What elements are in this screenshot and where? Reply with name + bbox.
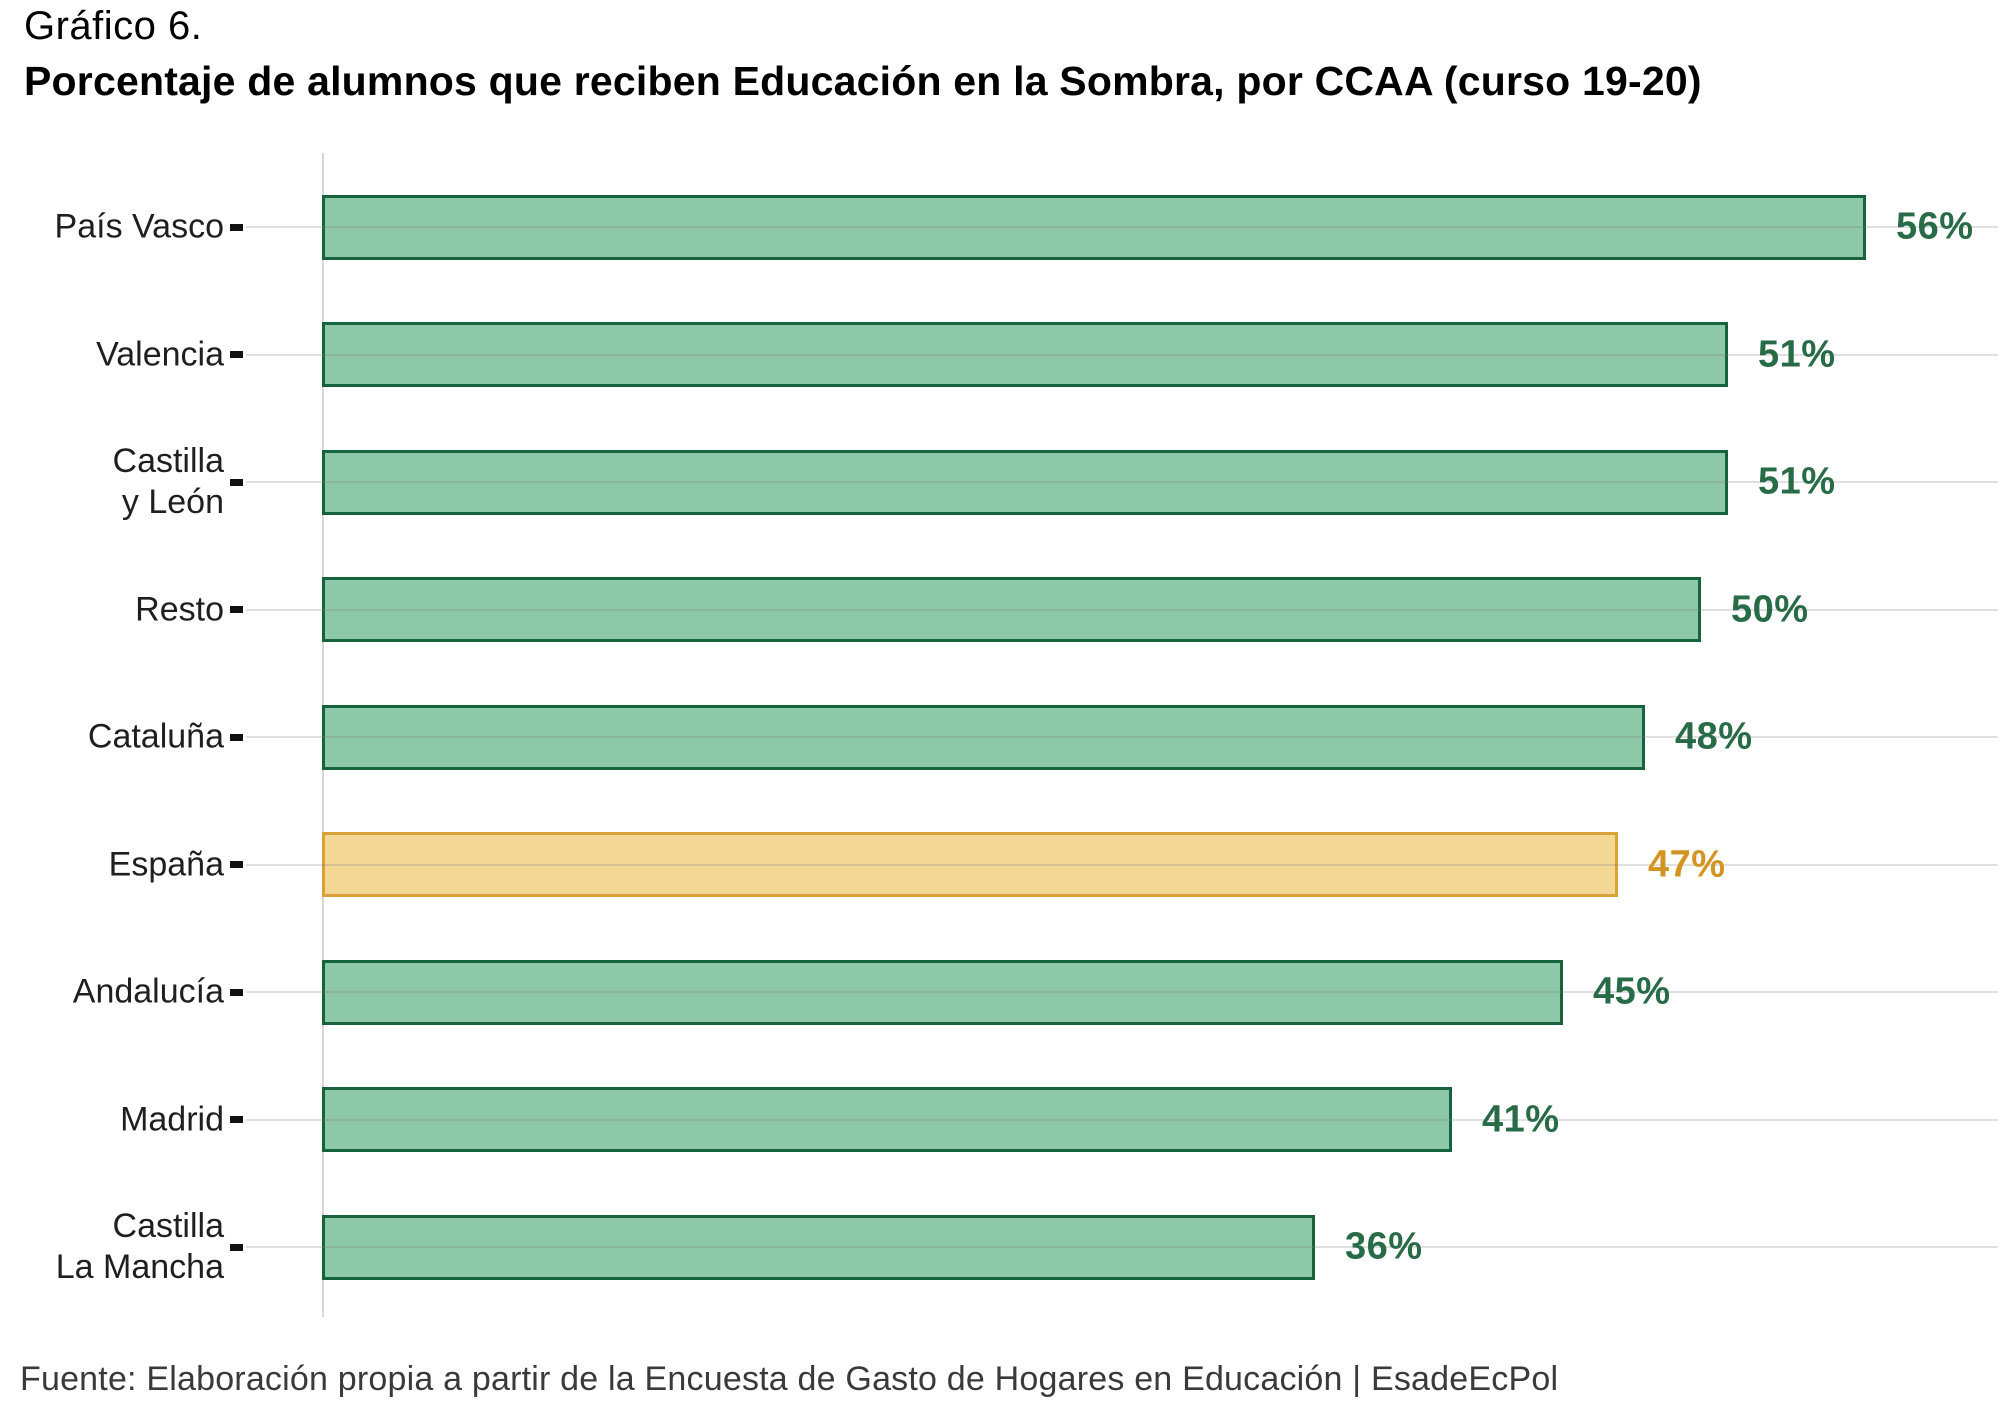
source-note: Fuente: Elaboración propia a partir de l…: [20, 1360, 1559, 1398]
bar-highlight-espana: [322, 832, 1618, 897]
category-label: Resto: [135, 590, 224, 628]
category-label: Castilla y León: [112, 442, 224, 521]
gridline: [246, 1118, 1998, 1121]
category-label: Madrid: [120, 1100, 224, 1138]
gridline: [246, 863, 1998, 866]
bar: [322, 704, 1645, 770]
value-label: 48%: [1675, 715, 1753, 758]
gridline: [246, 608, 1998, 611]
bar: [322, 449, 1728, 515]
category-label: Valencia: [96, 335, 224, 373]
value-label: 47%: [1648, 843, 1726, 885]
category-label: País Vasco: [54, 207, 224, 246]
category-tick: [230, 223, 243, 231]
category-tick: [230, 861, 243, 868]
bar: [322, 959, 1563, 1025]
gridline: [246, 226, 1998, 228]
gridline: [246, 481, 1998, 483]
category-tick: [230, 478, 243, 486]
category-tick: [230, 1243, 243, 1251]
gridline: [246, 1246, 1998, 1248]
value-label: 51%: [1758, 460, 1836, 503]
chart-title: Porcentaje de alumnos que reciben Educac…: [24, 58, 1702, 104]
category-label: Castilla La Mancha: [55, 1207, 224, 1286]
value-label: 50%: [1731, 588, 1809, 630]
gridline: [246, 736, 1998, 738]
bar: [322, 1214, 1315, 1280]
value-label: 36%: [1345, 1225, 1423, 1268]
category-tick: [230, 351, 243, 358]
category-tick: [230, 1116, 243, 1123]
gridline: [246, 991, 1998, 993]
gridline: [246, 353, 1998, 356]
chart-kicker: Gráfico 6.: [24, 4, 203, 48]
category-label: España: [108, 845, 224, 883]
value-label: 41%: [1482, 1098, 1560, 1140]
value-label: 51%: [1758, 333, 1836, 375]
category-tick: [230, 988, 243, 996]
category-label: Cataluña: [87, 717, 224, 756]
value-label: 45%: [1593, 970, 1671, 1013]
bar: [322, 194, 1866, 260]
value-label: 56%: [1896, 205, 1974, 248]
category-label: Andalucía: [72, 972, 224, 1011]
bar: [322, 1087, 1452, 1152]
category-tick: [230, 606, 243, 613]
bar: [322, 322, 1728, 387]
category-tick: [230, 733, 243, 741]
bar: [322, 577, 1701, 642]
